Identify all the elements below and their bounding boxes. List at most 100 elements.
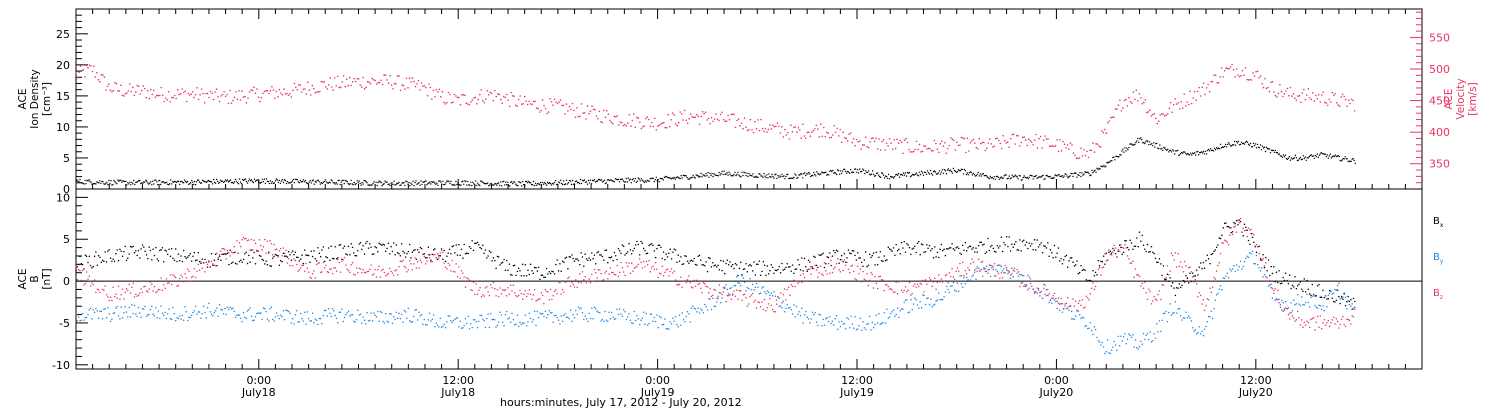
data-point-left <box>351 183 353 185</box>
data-point-Bz <box>949 275 952 278</box>
data-point-Bz <box>440 249 443 252</box>
data-point-By <box>1327 294 1330 297</box>
data-point-Bx <box>993 250 996 253</box>
data-point-By <box>672 317 674 320</box>
data-point-By <box>746 286 749 289</box>
data-point-right <box>915 140 918 143</box>
data-point-right <box>677 122 680 124</box>
data-point-left <box>870 173 873 175</box>
data-point-By <box>512 318 515 321</box>
data-point-left <box>665 175 667 178</box>
data-point-left <box>1096 167 1098 169</box>
data-point-Bx <box>214 253 217 256</box>
data-point-left <box>207 179 210 182</box>
data-point-By <box>555 314 557 317</box>
data-point-Bz <box>658 272 661 274</box>
data-point-Bz <box>434 253 436 256</box>
data-point-Bx <box>115 252 117 255</box>
bottom-panel-frame <box>75 188 1423 370</box>
data-point-left <box>701 176 703 178</box>
data-point-Bz <box>720 292 722 294</box>
data-point-left <box>939 173 942 175</box>
data-point-left <box>717 175 719 177</box>
data-point-right <box>407 87 409 89</box>
data-point-left <box>472 181 474 183</box>
data-point-right <box>244 95 246 98</box>
data-point-By <box>988 268 991 270</box>
data-point-right <box>438 88 441 91</box>
data-point-right <box>166 99 168 101</box>
data-point-Bx <box>447 252 449 254</box>
data-point-By <box>702 311 705 314</box>
data-point-left <box>227 181 230 183</box>
data-point-Bx <box>420 247 423 250</box>
data-point-Bx <box>936 251 939 254</box>
data-point-Bx <box>1273 266 1275 268</box>
data-point-left <box>430 183 432 185</box>
data-point-By <box>1118 345 1121 347</box>
data-point-right <box>416 83 418 85</box>
data-point-right <box>159 94 161 97</box>
data-point-By <box>1005 269 1008 271</box>
data-point-left <box>501 185 503 187</box>
data-point-left <box>691 176 693 179</box>
data-point-Bz <box>416 260 419 263</box>
data-point-left <box>157 183 159 186</box>
data-point-left <box>112 184 114 186</box>
data-point-right <box>1126 105 1129 107</box>
data-point-By <box>1112 346 1114 348</box>
data-point-left <box>934 171 937 173</box>
data-point-By <box>531 321 533 323</box>
data-point-left <box>575 180 578 182</box>
data-point-Bz <box>148 288 150 290</box>
data-point-Bx <box>80 262 83 265</box>
data-point-right <box>247 97 249 99</box>
data-point-By <box>504 313 507 316</box>
data-point-By <box>337 321 339 324</box>
data-point-right <box>796 131 798 133</box>
data-point-By <box>248 308 250 311</box>
data-point-Bz <box>507 287 509 289</box>
data-point-Bx <box>956 246 959 248</box>
data-point-Bz <box>229 255 231 257</box>
data-point-By <box>1332 292 1335 294</box>
data-point-Bx <box>1001 250 1004 253</box>
data-point-right <box>357 78 360 80</box>
data-point-left <box>318 181 320 183</box>
data-point-right <box>737 118 740 120</box>
data-point-left <box>763 173 765 175</box>
data-point-right <box>1117 104 1120 106</box>
data-point-By <box>75 313 77 316</box>
data-point-left <box>677 176 679 179</box>
data-point-right <box>269 90 272 92</box>
data-point-By <box>116 305 118 308</box>
data-point-By <box>832 324 835 326</box>
data-point-Bz <box>478 289 480 291</box>
data-point-Bz <box>258 239 261 241</box>
data-point-left <box>1268 148 1271 150</box>
data-point-left <box>813 171 815 174</box>
data-point-Bx <box>669 248 671 250</box>
data-point-Bz <box>743 293 746 295</box>
data-point-right <box>1201 86 1203 88</box>
data-point-left <box>978 175 980 177</box>
data-point-Bz <box>1089 293 1092 295</box>
data-point-Bz <box>753 301 755 303</box>
data-point-Bx <box>1245 226 1247 228</box>
data-point-right <box>754 120 756 123</box>
data-point-left <box>626 181 629 183</box>
data-point-Bz <box>777 295 779 298</box>
data-point-Bx <box>101 259 104 262</box>
data-point-right <box>154 96 157 99</box>
bottom-left-axis-label-line: B <box>29 275 41 282</box>
data-point-By <box>649 313 652 316</box>
data-point-left <box>1289 159 1292 161</box>
data-point-Bx <box>605 249 608 251</box>
data-point-left <box>510 181 512 184</box>
data-point-By <box>466 322 468 325</box>
data-point-Bz <box>783 288 786 290</box>
data-point-left <box>181 180 183 183</box>
data-point-Bx <box>354 254 356 257</box>
data-point-left <box>130 184 132 186</box>
data-point-Bx <box>331 257 334 260</box>
